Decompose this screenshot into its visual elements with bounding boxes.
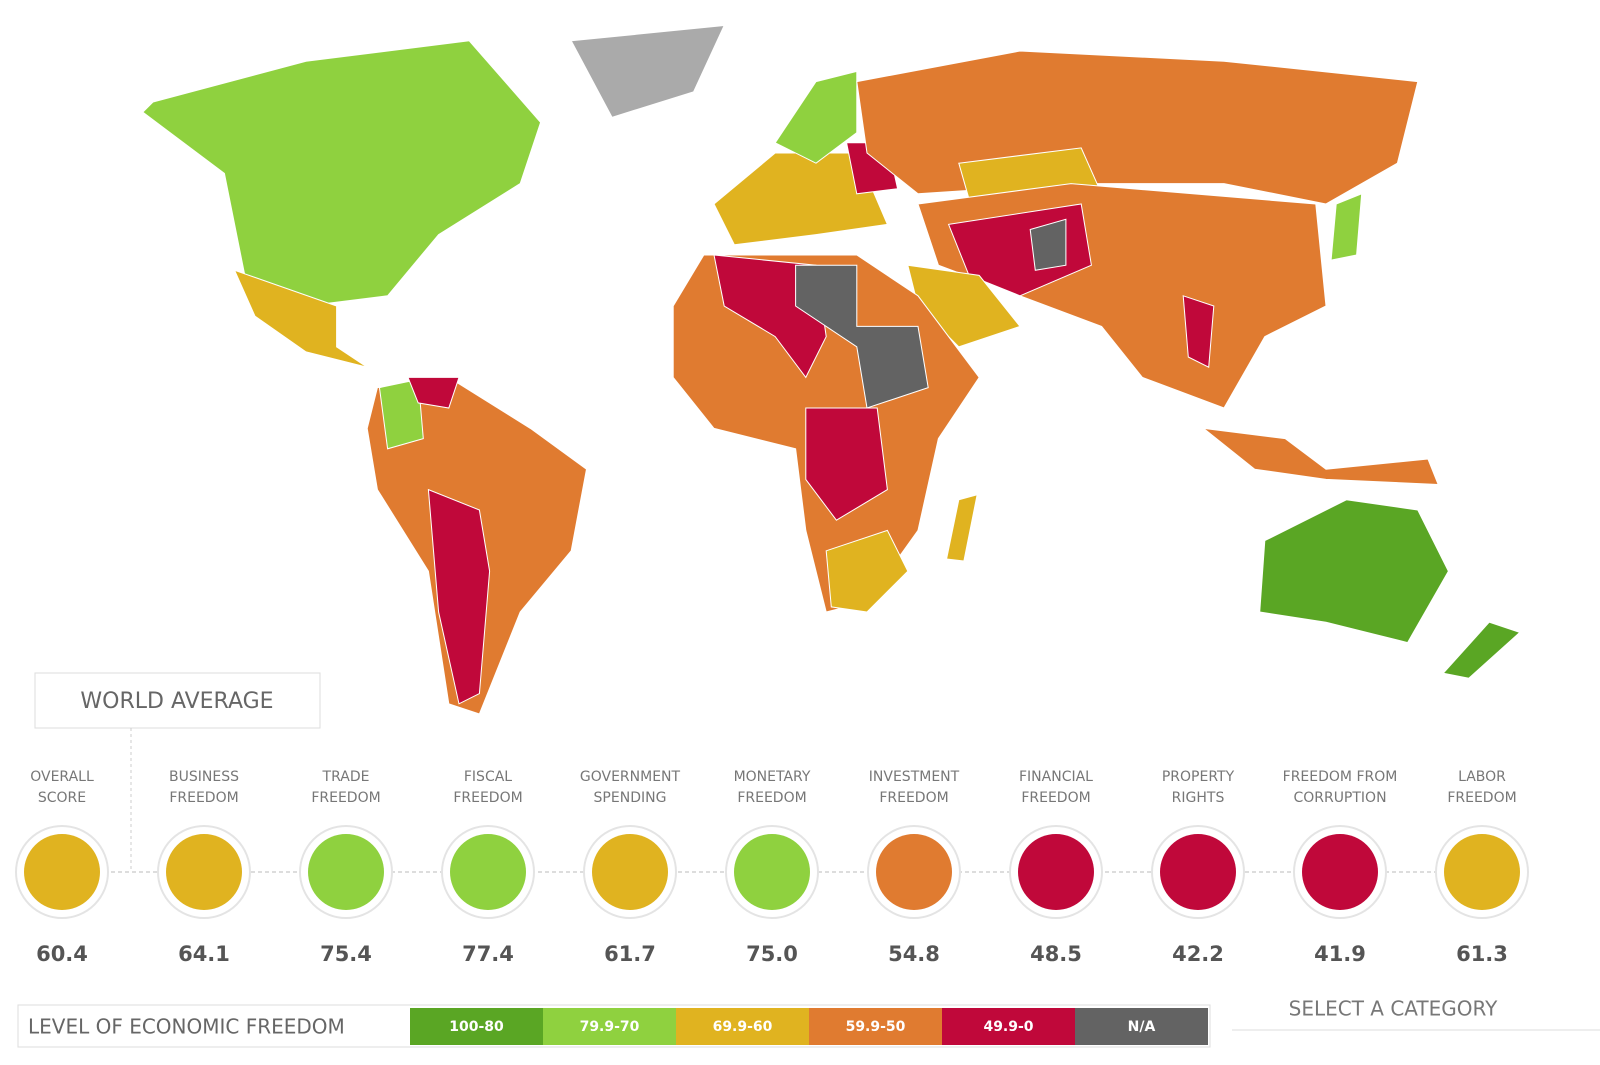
- world-map: [142, 24, 1521, 715]
- legend-swatch: [410, 1008, 543, 1045]
- mexico: [233, 269, 368, 368]
- category-name: TRADE: [322, 769, 370, 785]
- category-dot[interactable]: [1444, 834, 1520, 910]
- category-name: FREEDOM: [169, 790, 238, 806]
- category-score: 61.7: [604, 942, 656, 966]
- legend-title: LEVEL OF ECONOMIC FREEDOM: [28, 1015, 345, 1039]
- afghanistan: [1029, 218, 1067, 271]
- category-dot[interactable]: [734, 834, 810, 910]
- europe: [713, 152, 889, 246]
- category-name: CORRUPTION: [1293, 790, 1386, 806]
- madagascar: [945, 493, 978, 562]
- category-score: 48.5: [1030, 942, 1082, 966]
- category-name: GOVERNMENT: [580, 769, 681, 785]
- legend-label: 59.9-50: [846, 1019, 906, 1035]
- category-dot[interactable]: [592, 834, 668, 910]
- scandinavia: [774, 70, 858, 164]
- category-name: FREEDOM: [1447, 790, 1516, 806]
- category-name: MONETARY: [734, 769, 811, 785]
- category-name: OVERALL: [30, 769, 94, 785]
- category-dot[interactable]: [166, 834, 242, 910]
- legend-swatch: [676, 1008, 809, 1045]
- category-name: PROPERTY: [1162, 769, 1235, 785]
- category-score: 60.4: [36, 942, 88, 966]
- category-score: 42.2: [1172, 942, 1224, 966]
- central-africa: [805, 407, 888, 521]
- category-name: INVESTMENT: [869, 769, 960, 785]
- category-name: SCORE: [38, 790, 86, 806]
- legend-swatch: [809, 1008, 942, 1045]
- category-name: FINANCIAL: [1019, 769, 1093, 785]
- venezuela: [407, 376, 460, 409]
- north-america: [142, 40, 542, 307]
- category-name: FISCAL: [464, 769, 512, 785]
- category-dot[interactable]: [876, 834, 952, 910]
- legend-swatch: [1075, 1008, 1208, 1045]
- category-score: 54.8: [888, 942, 940, 966]
- indonesia: [1201, 427, 1439, 486]
- russia: [856, 50, 1419, 205]
- category-dot[interactable]: [308, 834, 384, 910]
- greenland: [570, 24, 726, 118]
- select-category[interactable]: SELECT A CATEGORY: [1289, 997, 1498, 1021]
- colombia: [378, 378, 424, 450]
- category-dot[interactable]: [1018, 834, 1094, 910]
- legend-swatch: [543, 1008, 676, 1045]
- argentina: [427, 488, 491, 705]
- category-name: FREEDOM: [737, 790, 806, 806]
- legend-label: N/A: [1128, 1019, 1156, 1035]
- category-dot[interactable]: [1302, 834, 1378, 910]
- australia: [1259, 499, 1449, 644]
- category-name: FREEDOM: [311, 790, 380, 806]
- burma: [1182, 295, 1215, 368]
- new-zealand: [1442, 621, 1521, 679]
- legend-swatch: [942, 1008, 1075, 1045]
- legend-label: 100-80: [449, 1019, 504, 1035]
- legend-label: 79.9-70: [580, 1019, 640, 1035]
- category-name: FREEDOM FROM: [1283, 769, 1398, 785]
- legend-label: 49.9-0: [983, 1019, 1033, 1035]
- category-score: 41.9: [1314, 942, 1366, 966]
- japan: [1330, 193, 1363, 261]
- category-score: 61.3: [1456, 942, 1508, 966]
- category-dot[interactable]: [24, 834, 100, 910]
- world-average-label: WORLD AVERAGE: [80, 689, 273, 714]
- legend-label: 69.9-60: [713, 1019, 773, 1035]
- category-dot[interactable]: [1160, 834, 1236, 910]
- category-name: SPENDING: [594, 790, 667, 806]
- category-name: FREEDOM: [879, 790, 948, 806]
- category-score: 77.4: [462, 942, 514, 966]
- southern-africa: [825, 529, 909, 613]
- category-name: FREEDOM: [453, 790, 522, 806]
- category-dot[interactable]: [450, 834, 526, 910]
- world-average-box: [34, 672, 321, 729]
- category-score: 75.4: [320, 942, 372, 966]
- category-name: LABOR: [1458, 769, 1506, 785]
- libya-sudan: [795, 264, 929, 409]
- category-name: FREEDOM: [1021, 790, 1090, 806]
- category-name: RIGHTS: [1172, 790, 1225, 806]
- category-score: 75.0: [746, 942, 798, 966]
- category-name: BUSINESS: [169, 769, 239, 785]
- category-score: 64.1: [178, 942, 230, 966]
